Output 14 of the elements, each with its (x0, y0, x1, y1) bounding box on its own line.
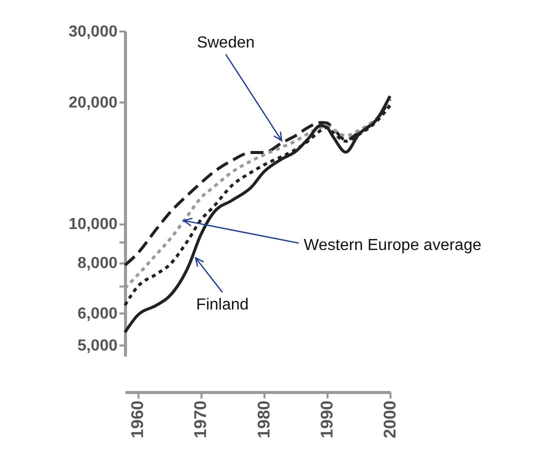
x-tick-label: 1970 (191, 400, 210, 438)
annotation: Finland (196, 296, 249, 314)
y-tick-label: 20,000 (68, 94, 118, 112)
x-tick-label: 1960 (128, 400, 148, 438)
y-tick-label: 8,000 (77, 255, 118, 272)
annotation: Sweden (196, 34, 255, 52)
x-tick-label: 2000 (380, 400, 400, 438)
annotation: Western Europe average (304, 237, 482, 254)
y-tick-label: 5,000 (77, 338, 118, 355)
y-tick-label: 10,000 (68, 216, 118, 234)
y-tick-label: 6,000 (77, 306, 118, 323)
y-tick-label: 30,000 (68, 24, 118, 40)
x-tick-label: 1980 (254, 400, 274, 438)
x-tick-label: 1990 (317, 400, 336, 438)
